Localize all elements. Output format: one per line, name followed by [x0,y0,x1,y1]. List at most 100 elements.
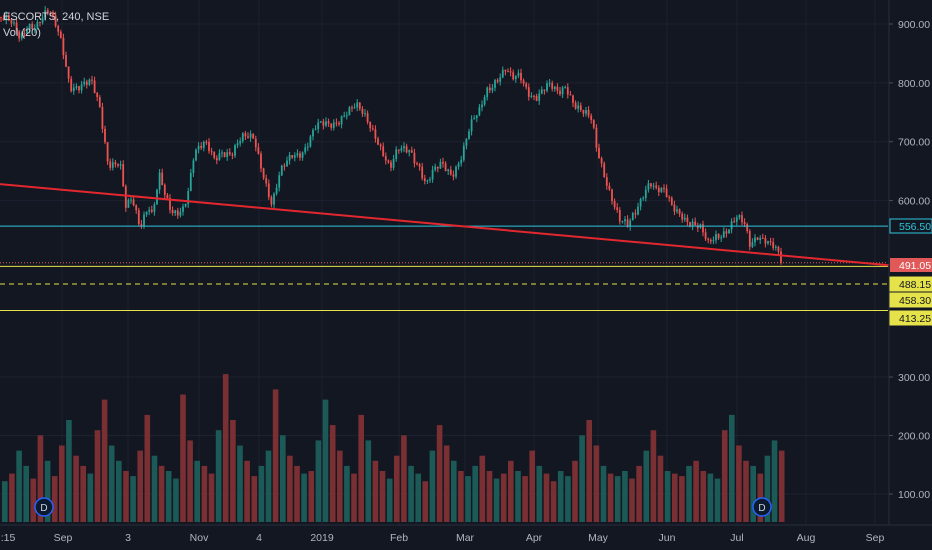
dividend-marker[interactable] [752,497,772,517]
volume-bar [365,440,372,522]
candle-body [18,31,21,39]
volume-bar [629,478,635,522]
candle-body [631,213,634,221]
volume-bar [700,471,707,522]
candle-body [475,115,478,118]
trendline[interactable] [0,183,891,267]
volume-bar [294,465,300,522]
time-tick-label: Sep [866,532,885,544]
candle-body [769,241,772,243]
candle-body [249,133,252,138]
candle-body [273,193,275,205]
volume-bar [315,440,322,522]
candle-body [340,116,343,125]
candle-body [592,120,595,128]
candle-body [111,162,114,168]
horizontal-levels[interactable] [0,225,888,311]
candle-body [551,83,554,89]
volume-bar [443,445,450,522]
time-tick-label: Mar [456,532,475,544]
candle-body [72,87,75,92]
candle-body [481,104,483,108]
level-tag[interactable] [889,310,932,326]
candle-body [418,164,421,167]
volume-bar [679,476,685,522]
price-tick-label: 300.00 [898,372,930,384]
volume-bar [415,473,421,522]
volume-bar [37,435,44,522]
volume-bar [9,473,15,522]
candle-body [650,183,652,187]
volume-bar [607,473,614,522]
candle-body [728,229,730,234]
candle-body [670,197,673,205]
candle-body [665,188,668,198]
candle-body [759,237,762,240]
volume-bar [208,473,215,522]
volume-bar [614,476,621,522]
candle-body [260,153,262,169]
volume-bar [536,465,543,522]
volume-bar [158,465,165,522]
candle-body [197,145,200,150]
candle-body [286,160,288,167]
last-price-tag[interactable] [890,258,932,272]
candle-body [600,158,603,164]
volume-bar [479,455,486,522]
candle-body [673,204,676,212]
level-tag[interactable] [889,276,932,292]
time-axis[interactable]: :15 Sep 3 Nov 4 2019 Feb Mar Apr May Jun Jul Aug Sep [0,524,932,550]
candle-body [117,164,119,166]
candle-body [655,185,658,188]
candle-body [226,152,229,157]
candle-body [119,164,122,166]
candle-body [145,211,148,215]
candle-body [36,21,39,29]
candle-body [132,199,135,206]
candle-body [153,204,156,212]
candle-body [265,178,268,184]
volume-indicator-label[interactable]: Vol (20) [3,27,41,39]
candle-body [678,209,681,214]
candle-body [509,71,512,73]
volume-bar [173,478,179,522]
candle-body [236,143,239,146]
candle-body [7,15,10,20]
volume-bar [394,455,400,522]
symbol-title[interactable]: ESCORTS, 240, NSE [3,11,110,23]
volume-bar [280,435,286,522]
volume-bar [287,455,293,522]
volume-bar [230,420,236,522]
candle-body [140,224,143,226]
level-tag[interactable] [889,292,932,308]
candle-body [517,72,520,76]
level-tag[interactable] [889,218,932,234]
candle-body [234,145,236,156]
volume-bar [422,481,429,522]
candle-body [520,72,522,81]
volume-bar [593,445,600,522]
candle-body [553,86,556,89]
volume-bar [137,450,143,522]
volume-bar [550,481,557,522]
volume-bar [30,478,37,522]
candle-body [436,166,439,169]
candle-body [403,146,405,149]
candle-body [106,142,109,162]
candle-body [694,221,697,226]
candle-body [369,121,372,129]
volume-bar [386,478,393,522]
candle-body [686,217,689,223]
candle-body [764,238,767,244]
price-tick-label: 900.00 [898,19,930,31]
candle-body [39,21,41,23]
price-axis[interactable]: 900.00 800.00 700.00 600.00 300.00 200.00 100.… [888,0,932,525]
candle-body [335,122,338,124]
candle-body [361,108,364,114]
trendline-layer[interactable] [0,183,891,267]
dividend-marker[interactable] [34,497,54,517]
candle-body [717,234,720,239]
volume-bar [508,460,514,522]
